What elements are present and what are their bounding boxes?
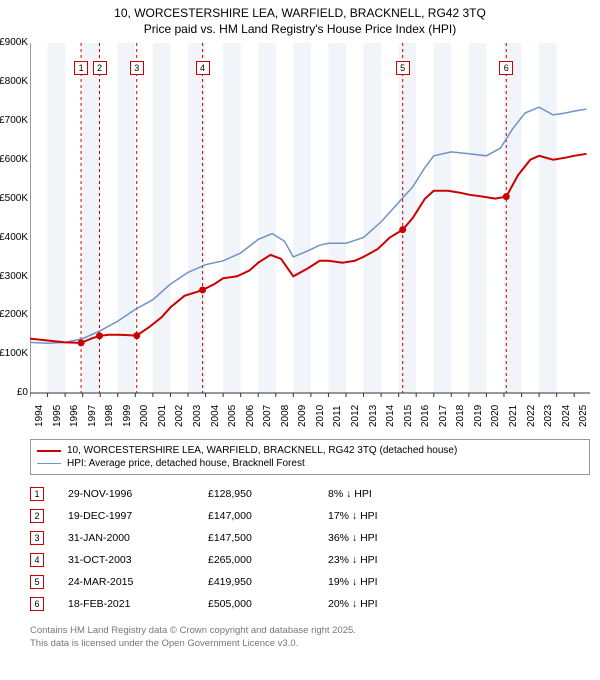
sale-pct-vs-hpi: 36% ↓ HPI [328,532,448,544]
sale-date: 19-DEC-1997 [68,510,208,522]
x-tick-label: 2006 [245,405,256,427]
sales-table: 1 29-NOV-1996£128,9508% ↓ HPI 2 19-DEC-1997… [30,483,590,615]
sale-date: 24-MAR-2015 [68,576,208,588]
table-row: 6 18-FEB-2021£505,00020% ↓ HPI [30,593,590,615]
footer-line-1: Contains HM Land Registry data © Crown c… [30,625,356,636]
x-tick-label: 1999 [122,405,133,427]
y-tick-label: £800K [0,76,28,87]
x-tick-label: 2008 [280,405,291,427]
sale-date: 31-JAN-2000 [68,532,208,544]
x-tick-label: 2005 [227,405,238,427]
chart-svg [30,43,590,433]
x-tick-label: 2022 [526,405,537,427]
sale-price: £147,000 [208,510,328,522]
x-tick-label: 2003 [192,405,203,427]
x-tick-label: 2017 [438,405,449,427]
sale-pct-vs-hpi: 23% ↓ HPI [328,554,448,566]
y-tick-label: £500K [0,193,28,204]
title-line-2: Price paid vs. HM Land Registry's House … [144,22,456,36]
sale-marker-5: 5 [396,61,410,75]
row-marker-box: 1 [30,487,44,501]
sale-price: £265,000 [208,554,328,566]
legend-swatch [37,463,61,464]
x-tick-label: 2001 [157,405,168,427]
row-marker-box: 4 [30,553,44,567]
x-tick-label: 2021 [508,405,519,427]
legend-label: HPI: Average price, detached house, Brac… [67,458,305,469]
x-tick-label: 1997 [87,405,98,427]
sale-pct-vs-hpi: 8% ↓ HPI [328,488,448,500]
sale-date: 31-OCT-2003 [68,554,208,566]
footer-attribution: Contains HM Land Registry data © Crown c… [30,625,590,650]
sale-date: 29-NOV-1996 [68,488,208,500]
sale-price: £147,500 [208,532,328,544]
x-tick-label: 1996 [69,405,80,427]
x-tick-label: 1994 [34,405,45,427]
sale-pct-vs-hpi: 17% ↓ HPI [328,510,448,522]
x-tick-label: 1995 [52,405,63,427]
x-tick-label: 2024 [561,405,572,427]
sale-marker-3: 3 [130,61,144,75]
sale-marker-6: 6 [499,61,513,75]
legend-item: HPI: Average price, detached house, Brac… [37,457,583,470]
table-row: 1 29-NOV-1996£128,9508% ↓ HPI [30,483,590,505]
table-row: 4 31-OCT-2003£265,00023% ↓ HPI [30,549,590,571]
x-tick-label: 2000 [139,405,150,427]
table-row: 3 31-JAN-2000£147,50036% ↓ HPI [30,527,590,549]
table-row: 2 19-DEC-1997£147,00017% ↓ HPI [30,505,590,527]
x-tick-label: 2012 [350,405,361,427]
x-tick-label: 2002 [174,405,185,427]
sale-marker-2: 2 [93,61,107,75]
x-tick-label: 2010 [315,405,326,427]
sale-marker-1: 1 [74,61,88,75]
row-marker-box: 5 [30,575,44,589]
footer-line-2: This data is licensed under the Open Gov… [30,638,298,649]
chart-plot-area: £0£100K£200K£300K£400K£500K£600K£700K£80… [30,43,590,433]
sale-marker-4: 4 [196,61,210,75]
y-tick-label: £200K [0,309,28,320]
sale-price: £419,950 [208,576,328,588]
x-tick-label: 2018 [455,405,466,427]
x-tick-label: 1998 [104,405,115,427]
sale-price: £505,000 [208,598,328,610]
legend-item: 10, WORCESTERSHIRE LEA, WARFIELD, BRACKN… [37,444,583,457]
x-tick-label: 2011 [332,406,343,428]
row-marker-box: 2 [30,509,44,523]
row-marker-box: 3 [30,531,44,545]
table-row: 5 24-MAR-2015£419,95019% ↓ HPI [30,571,590,593]
x-tick-label: 2004 [210,405,221,427]
y-tick-label: £100K [0,348,28,359]
legend-label: 10, WORCESTERSHIRE LEA, WARFIELD, BRACKN… [67,445,457,456]
row-marker-box: 6 [30,597,44,611]
y-tick-label: £700K [0,115,28,126]
x-tick-label: 2016 [420,405,431,427]
x-tick-label: 2013 [368,405,379,427]
y-tick-label: £400K [0,232,28,243]
chart-container: 10, WORCESTERSHIRE LEA, WARFIELD, BRACKN… [0,0,600,680]
x-tick-label: 2014 [385,405,396,427]
x-tick-label: 2019 [473,405,484,427]
sale-price: £128,950 [208,488,328,500]
x-tick-label: 2007 [262,405,273,427]
sale-pct-vs-hpi: 19% ↓ HPI [328,576,448,588]
legend: 10, WORCESTERSHIRE LEA, WARFIELD, BRACKN… [30,439,590,475]
x-tick-label: 2020 [490,405,501,427]
y-tick-label: £900K [0,37,28,48]
x-tick-label: 2015 [403,405,414,427]
sale-pct-vs-hpi: 20% ↓ HPI [328,598,448,610]
y-tick-label: £600K [0,154,28,165]
x-tick-label: 2023 [543,405,554,427]
y-tick-label: £0 [0,387,28,398]
legend-swatch [37,450,61,452]
sale-date: 18-FEB-2021 [68,598,208,610]
y-tick-label: £300K [0,271,28,282]
title-line-1: 10, WORCESTERSHIRE LEA, WARFIELD, BRACKN… [114,6,486,20]
chart-title: 10, WORCESTERSHIRE LEA, WARFIELD, BRACKN… [0,0,600,37]
x-tick-label: 2025 [578,405,589,427]
x-tick-label: 2009 [297,405,308,427]
